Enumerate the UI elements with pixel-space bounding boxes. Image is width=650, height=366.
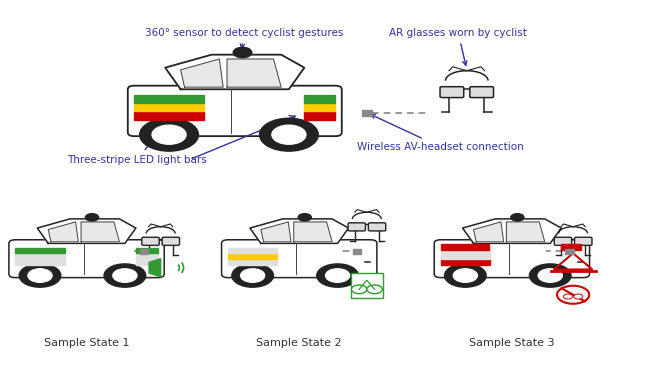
Text: 360° sensor to detect cyclist gestures: 360° sensor to detect cyclist gestures <box>144 29 343 48</box>
Text: AR glasses worn by cyclist: AR glasses worn by cyclist <box>389 29 527 65</box>
FancyBboxPatch shape <box>222 240 377 278</box>
Circle shape <box>511 214 524 221</box>
Polygon shape <box>37 219 136 243</box>
Polygon shape <box>48 222 79 242</box>
Bar <box>228 259 278 265</box>
Bar <box>135 112 204 120</box>
Bar <box>136 248 158 253</box>
Bar <box>16 259 64 265</box>
Polygon shape <box>165 55 304 89</box>
Polygon shape <box>227 59 281 87</box>
Circle shape <box>367 285 382 294</box>
FancyBboxPatch shape <box>470 87 493 98</box>
Circle shape <box>113 269 137 282</box>
Bar <box>135 104 204 111</box>
Bar <box>16 248 64 253</box>
FancyBboxPatch shape <box>128 86 342 136</box>
Circle shape <box>574 294 583 299</box>
Bar <box>140 249 148 254</box>
Text: Sample State 3: Sample State 3 <box>469 339 554 348</box>
Circle shape <box>104 264 146 287</box>
FancyBboxPatch shape <box>9 240 164 278</box>
Circle shape <box>453 269 477 282</box>
FancyBboxPatch shape <box>369 223 385 231</box>
FancyBboxPatch shape <box>162 237 179 245</box>
Circle shape <box>240 269 265 282</box>
Polygon shape <box>463 219 561 243</box>
Polygon shape <box>261 222 291 242</box>
Text: Sample State 1: Sample State 1 <box>44 339 129 348</box>
Bar <box>304 112 335 120</box>
Text: Sample State 2: Sample State 2 <box>256 339 342 348</box>
FancyBboxPatch shape <box>440 87 463 98</box>
FancyBboxPatch shape <box>434 240 590 278</box>
FancyBboxPatch shape <box>554 237 571 245</box>
FancyBboxPatch shape <box>575 237 592 245</box>
Bar <box>362 110 372 116</box>
Circle shape <box>152 125 186 144</box>
Circle shape <box>557 286 589 304</box>
Bar <box>566 249 573 254</box>
FancyBboxPatch shape <box>348 223 365 231</box>
Circle shape <box>20 264 61 287</box>
Bar <box>304 104 335 111</box>
Polygon shape <box>250 219 348 243</box>
Bar <box>228 248 278 253</box>
Bar <box>136 254 158 259</box>
Circle shape <box>326 269 350 282</box>
Bar <box>561 244 580 250</box>
Bar <box>16 254 64 259</box>
Bar <box>304 96 335 103</box>
Polygon shape <box>506 222 545 242</box>
Bar <box>441 254 490 259</box>
Circle shape <box>317 264 358 287</box>
Circle shape <box>140 118 198 151</box>
Circle shape <box>445 264 486 287</box>
Bar <box>351 273 383 298</box>
Circle shape <box>298 214 311 221</box>
Circle shape <box>272 125 306 144</box>
Polygon shape <box>294 222 332 242</box>
Circle shape <box>538 269 562 282</box>
Circle shape <box>352 285 367 294</box>
Bar <box>352 249 361 254</box>
Circle shape <box>259 118 318 151</box>
Circle shape <box>529 264 571 287</box>
Text: Wireless AV-headset connection: Wireless AV-headset connection <box>358 115 524 152</box>
Bar <box>136 259 158 265</box>
FancyBboxPatch shape <box>142 237 159 245</box>
Polygon shape <box>181 59 223 87</box>
Polygon shape <box>149 259 161 277</box>
Text: Three-stripe LED light bars: Three-stripe LED light bars <box>67 118 207 165</box>
Circle shape <box>28 269 52 282</box>
Bar <box>135 96 204 103</box>
Bar <box>441 244 489 250</box>
Bar <box>228 254 278 259</box>
Polygon shape <box>81 222 120 242</box>
Circle shape <box>232 264 274 287</box>
Circle shape <box>233 47 252 58</box>
Bar <box>441 248 490 253</box>
Polygon shape <box>474 222 504 242</box>
Circle shape <box>85 214 99 221</box>
Circle shape <box>564 294 573 299</box>
Bar <box>441 259 490 265</box>
